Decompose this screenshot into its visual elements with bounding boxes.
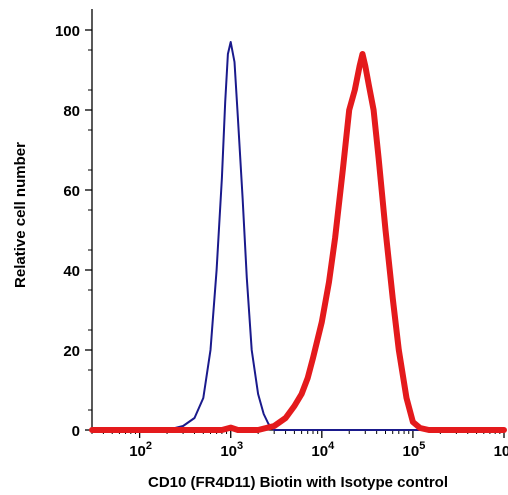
series-layer xyxy=(89,41,507,433)
x-tick-label: 104 xyxy=(311,440,335,460)
x-tick-label: 103 xyxy=(220,440,243,460)
series-line-1 xyxy=(91,41,505,431)
x-tick-label: 102 xyxy=(129,440,152,460)
x-axis-label: CD10 (FR4D11) Biotin with Isotype contro… xyxy=(148,474,448,491)
y-axis-label: Relative cell number xyxy=(12,142,29,288)
y-tick-label: 100 xyxy=(55,23,80,40)
x-tick-label: 106 xyxy=(494,440,508,460)
y-tick-label: 20 xyxy=(63,343,80,360)
plot-frame xyxy=(91,9,504,431)
y-tick-label: 80 xyxy=(63,103,80,120)
y-tick-label: 0 xyxy=(72,423,80,440)
series-line-2 xyxy=(89,51,507,433)
y-tick-label: 60 xyxy=(63,183,80,200)
y-tick-label: 40 xyxy=(63,263,80,280)
x-tick-label: 105 xyxy=(403,440,426,460)
x-axis-ticks: 102 103 104 105 106 xyxy=(91,430,508,460)
y-axis-ticks: 0 20 40 60 80 100 xyxy=(55,23,92,440)
